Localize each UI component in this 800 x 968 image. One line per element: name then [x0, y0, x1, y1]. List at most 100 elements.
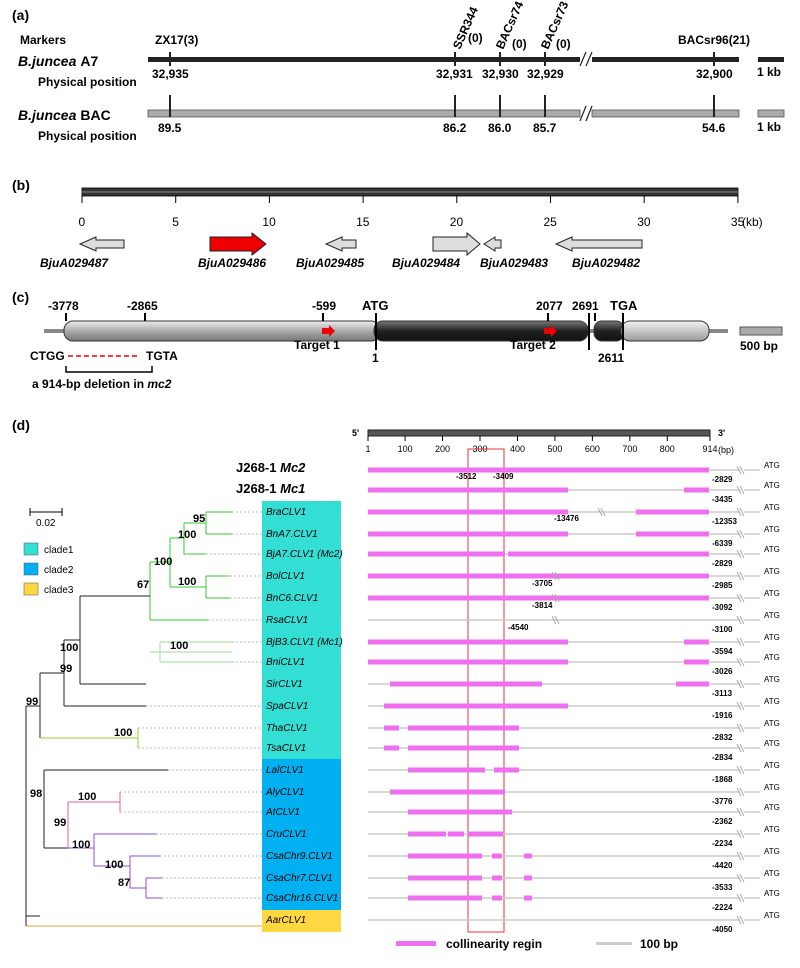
- panel-c-label: (c): [12, 289, 29, 305]
- taxon-label: RsaCLV1: [266, 615, 308, 626]
- break-mark: [736, 571, 745, 581]
- collinear-segment: [408, 767, 485, 773]
- bp-tick-label: 800: [660, 444, 675, 454]
- break-mark: [736, 529, 745, 539]
- c-scale-label: 500 bp: [740, 339, 778, 353]
- break-mark: [736, 743, 745, 753]
- taxa-labels: BraCLV1 BnA7.CLV1 BjA7.CLV1 (Mc2) BolCLV1 Bn…: [265, 507, 343, 926]
- taxon-label: BnC6.CLV1: [266, 593, 318, 604]
- svg-text:99: 99: [26, 696, 38, 708]
- collinear-segment: [492, 853, 502, 859]
- atg-label: ATG: [764, 503, 780, 512]
- gene-arrow-029484: [432, 231, 481, 257]
- inner-value: -3814: [532, 601, 553, 610]
- upstream-value: -3533: [712, 883, 733, 892]
- label-atg: ATG: [362, 298, 388, 313]
- svg-text:100: 100: [178, 576, 196, 588]
- svg-text:32,930: 32,930: [482, 67, 519, 81]
- taxon-label: SirCLV1: [266, 679, 303, 690]
- label-minus2865: -2865: [127, 299, 158, 313]
- clade2-band: [262, 759, 341, 910]
- taxon-label: BnA7.CLV1: [266, 529, 318, 540]
- ref-mc2-label: J268-1 Mc2: [236, 460, 306, 475]
- chromosome-bar-right: [592, 57, 739, 62]
- collinear-segment: [368, 487, 568, 493]
- collinear-segment: [384, 725, 399, 731]
- legend-100bp-label: 100 bp: [640, 937, 678, 951]
- deletion-bracket: [65, 366, 153, 373]
- label-minus599: -599: [312, 299, 336, 313]
- row2-scale-bar: [757, 109, 785, 118]
- upstream-value: -3026: [712, 667, 733, 676]
- taxon-label: ThaCLV1: [266, 723, 308, 734]
- marker-zx17: ZX17(3) 32,935: [152, 33, 198, 81]
- exon-2: [593, 320, 625, 342]
- collinear-segment: [684, 659, 709, 665]
- upstream-value: -1868: [712, 775, 733, 784]
- clade3-band: [262, 910, 341, 932]
- collinear-segment: [368, 595, 709, 601]
- break-mark: [736, 593, 745, 603]
- marker-bacsr73: BACsr73 (0) 32,929: [527, 0, 571, 81]
- bp-tick-label: 1: [366, 444, 371, 454]
- collinear-segment: [390, 789, 505, 795]
- collinear-segment: [408, 809, 512, 815]
- break-mark: [736, 873, 745, 883]
- bp-tick-label: 600: [585, 444, 600, 454]
- break-mark: [736, 485, 745, 495]
- collinear-segment: [368, 659, 568, 665]
- svg-text:100: 100: [178, 529, 196, 541]
- collinear-segment: [676, 681, 709, 687]
- bp-tick-label: 914: [703, 444, 718, 454]
- row2-scale-label: 1 kb: [757, 120, 781, 134]
- kb-tick-label: 0: [79, 215, 86, 229]
- collinear-segment: [408, 725, 519, 731]
- svg-text:87: 87: [118, 877, 130, 889]
- collinear-segment: [384, 745, 399, 751]
- axis-unit: (bp): [718, 445, 734, 455]
- taxon-label: TsaCLV1: [266, 743, 306, 754]
- kb-tick-label: 5: [172, 215, 179, 229]
- gene-label-029482: BjuA029482: [572, 256, 640, 270]
- taxon-label: CsaChr16.CLV1: [266, 893, 338, 904]
- legend-clade3-swatch: [23, 582, 39, 596]
- svg-text:32,900: 32,900: [696, 67, 733, 81]
- collinear-segment: [684, 639, 709, 645]
- legend-collinearity-swatch: [396, 941, 436, 946]
- collinear-segment: [368, 509, 568, 515]
- break-mark: [551, 571, 560, 581]
- collinear-segment: [368, 531, 568, 537]
- svg-text:100: 100: [60, 642, 78, 654]
- svg-text:89.5: 89.5: [158, 121, 182, 135]
- break-mark: [736, 701, 745, 711]
- collinear-segment: [408, 895, 482, 901]
- c-scale-bar: [739, 326, 783, 336]
- atg-label: ATG: [764, 911, 780, 920]
- break-mark: [736, 507, 745, 517]
- atg-label: ATG: [764, 697, 780, 706]
- inner-value: -4540: [508, 623, 529, 632]
- atg-label: ATG: [764, 719, 780, 728]
- collinear-segment: [368, 467, 709, 473]
- break-mark: [736, 679, 745, 689]
- kb-tick-label: 10: [262, 215, 276, 229]
- gene-label-029486: BjuA029486: [198, 256, 266, 270]
- upstream-value: -12353: [712, 517, 737, 526]
- collinear-segment: [408, 745, 519, 751]
- upstream-value: -3092: [712, 603, 733, 612]
- svg-text:32,929: 32,929: [527, 67, 564, 81]
- panel-d-label: (d): [12, 417, 30, 433]
- svg-text:95: 95: [193, 513, 205, 525]
- collinear-segment: [408, 831, 446, 837]
- bp-tick-label: 700: [622, 444, 637, 454]
- upstream-value: -2985: [712, 581, 733, 590]
- taxon-label: AtCLV1: [265, 807, 300, 818]
- collinear-segment: [508, 551, 709, 557]
- box-label-3512: -3512: [456, 472, 477, 481]
- label-2611: 2611: [598, 351, 624, 365]
- axis-five-prime: 5': [352, 428, 359, 438]
- bp-tick-label: 500: [547, 444, 562, 454]
- bp-axis: 1 100 200 300 400 500 600 700 800 914: [366, 436, 718, 454]
- phylogenetic-tree: [25, 511, 262, 927]
- marker-bacsr74: BACsr74 (0) 32,930: [482, 0, 527, 81]
